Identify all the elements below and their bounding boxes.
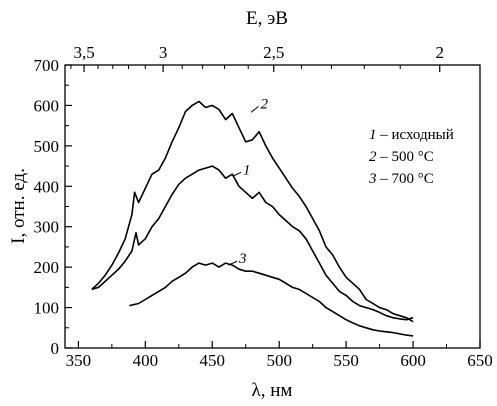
x-axis-title-text: λ, нм <box>252 380 293 401</box>
x-tick-label-600: 600 <box>400 351 426 370</box>
top-axis-title-text: E, эВ <box>246 8 288 29</box>
top-axis-title: E, эВ <box>246 8 288 29</box>
legend-entry-2-num: 2 <box>369 149 377 165</box>
y-axis-title-text: I, отн. ед. <box>8 168 29 244</box>
curves: 2 1 3 <box>91 96 414 337</box>
legend-entry-3-dash: – <box>377 171 392 187</box>
y-tick-label-400: 400 <box>34 177 60 196</box>
curve-3-label: 3 <box>238 251 247 267</box>
legend-entry-2-dash: – <box>377 149 392 165</box>
series-1-line <box>91 165 414 321</box>
legend-entry-1: 1 – исходный <box>369 127 454 143</box>
curve-3-leader <box>228 260 238 266</box>
x-axis-title: λ, нм <box>252 380 293 401</box>
x-tick-label-500: 500 <box>266 351 292 370</box>
series-3-line <box>129 262 414 337</box>
x-tick-label-400: 400 <box>133 351 159 370</box>
legend-entry-2: 2 – 500 °C <box>369 149 434 165</box>
y-tick-label-500: 500 <box>34 137 60 156</box>
top-tick-label-2,5: 2,5 <box>263 43 284 62</box>
legend-entry-3-text: 700 °C <box>392 171 434 187</box>
x-tick-label-650: 650 <box>467 351 493 370</box>
curve-1-label: 1 <box>243 162 251 178</box>
legend: 1 – исходный 2 – 500 °C 3 – 700 °C <box>368 127 454 187</box>
y-tick-label-0: 0 <box>51 339 60 358</box>
x-tick-label-350: 350 <box>66 351 92 370</box>
axes: 350 400 450 500 550 600 650 0 100 200 300 400 500 600… <box>34 43 493 370</box>
top-tick-label-3: 3 <box>159 43 168 62</box>
y-tick-label-700: 700 <box>34 56 60 75</box>
legend-entry-1-num: 1 <box>369 127 377 143</box>
top-tick-label-3,5: 3,5 <box>73 43 94 62</box>
legend-entry-2-text: 500 °C <box>392 149 434 165</box>
x-tick-label-450: 450 <box>200 351 226 370</box>
y-tick-label-600: 600 <box>34 96 60 115</box>
y-tick-label-200: 200 <box>34 258 60 277</box>
y-axis-title: I, отн. ед. <box>8 168 29 244</box>
legend-entry-3: 3 – 700 °C <box>368 171 434 187</box>
y-tick-label-100: 100 <box>34 299 60 318</box>
curve-1-leader <box>233 171 242 177</box>
legend-entry-1-dash: – <box>377 127 392 143</box>
x-tick-label-550: 550 <box>333 351 359 370</box>
top-tick-label-2: 2 <box>435 43 444 62</box>
curve-2-leader <box>250 106 259 113</box>
legend-entry-3-num: 3 <box>368 171 377 187</box>
series-2-line <box>91 100 414 323</box>
legend-entry-1-text: исходный <box>392 127 454 143</box>
curve-2-label: 2 <box>260 96 268 112</box>
y-tick-label-300: 300 <box>34 218 60 237</box>
